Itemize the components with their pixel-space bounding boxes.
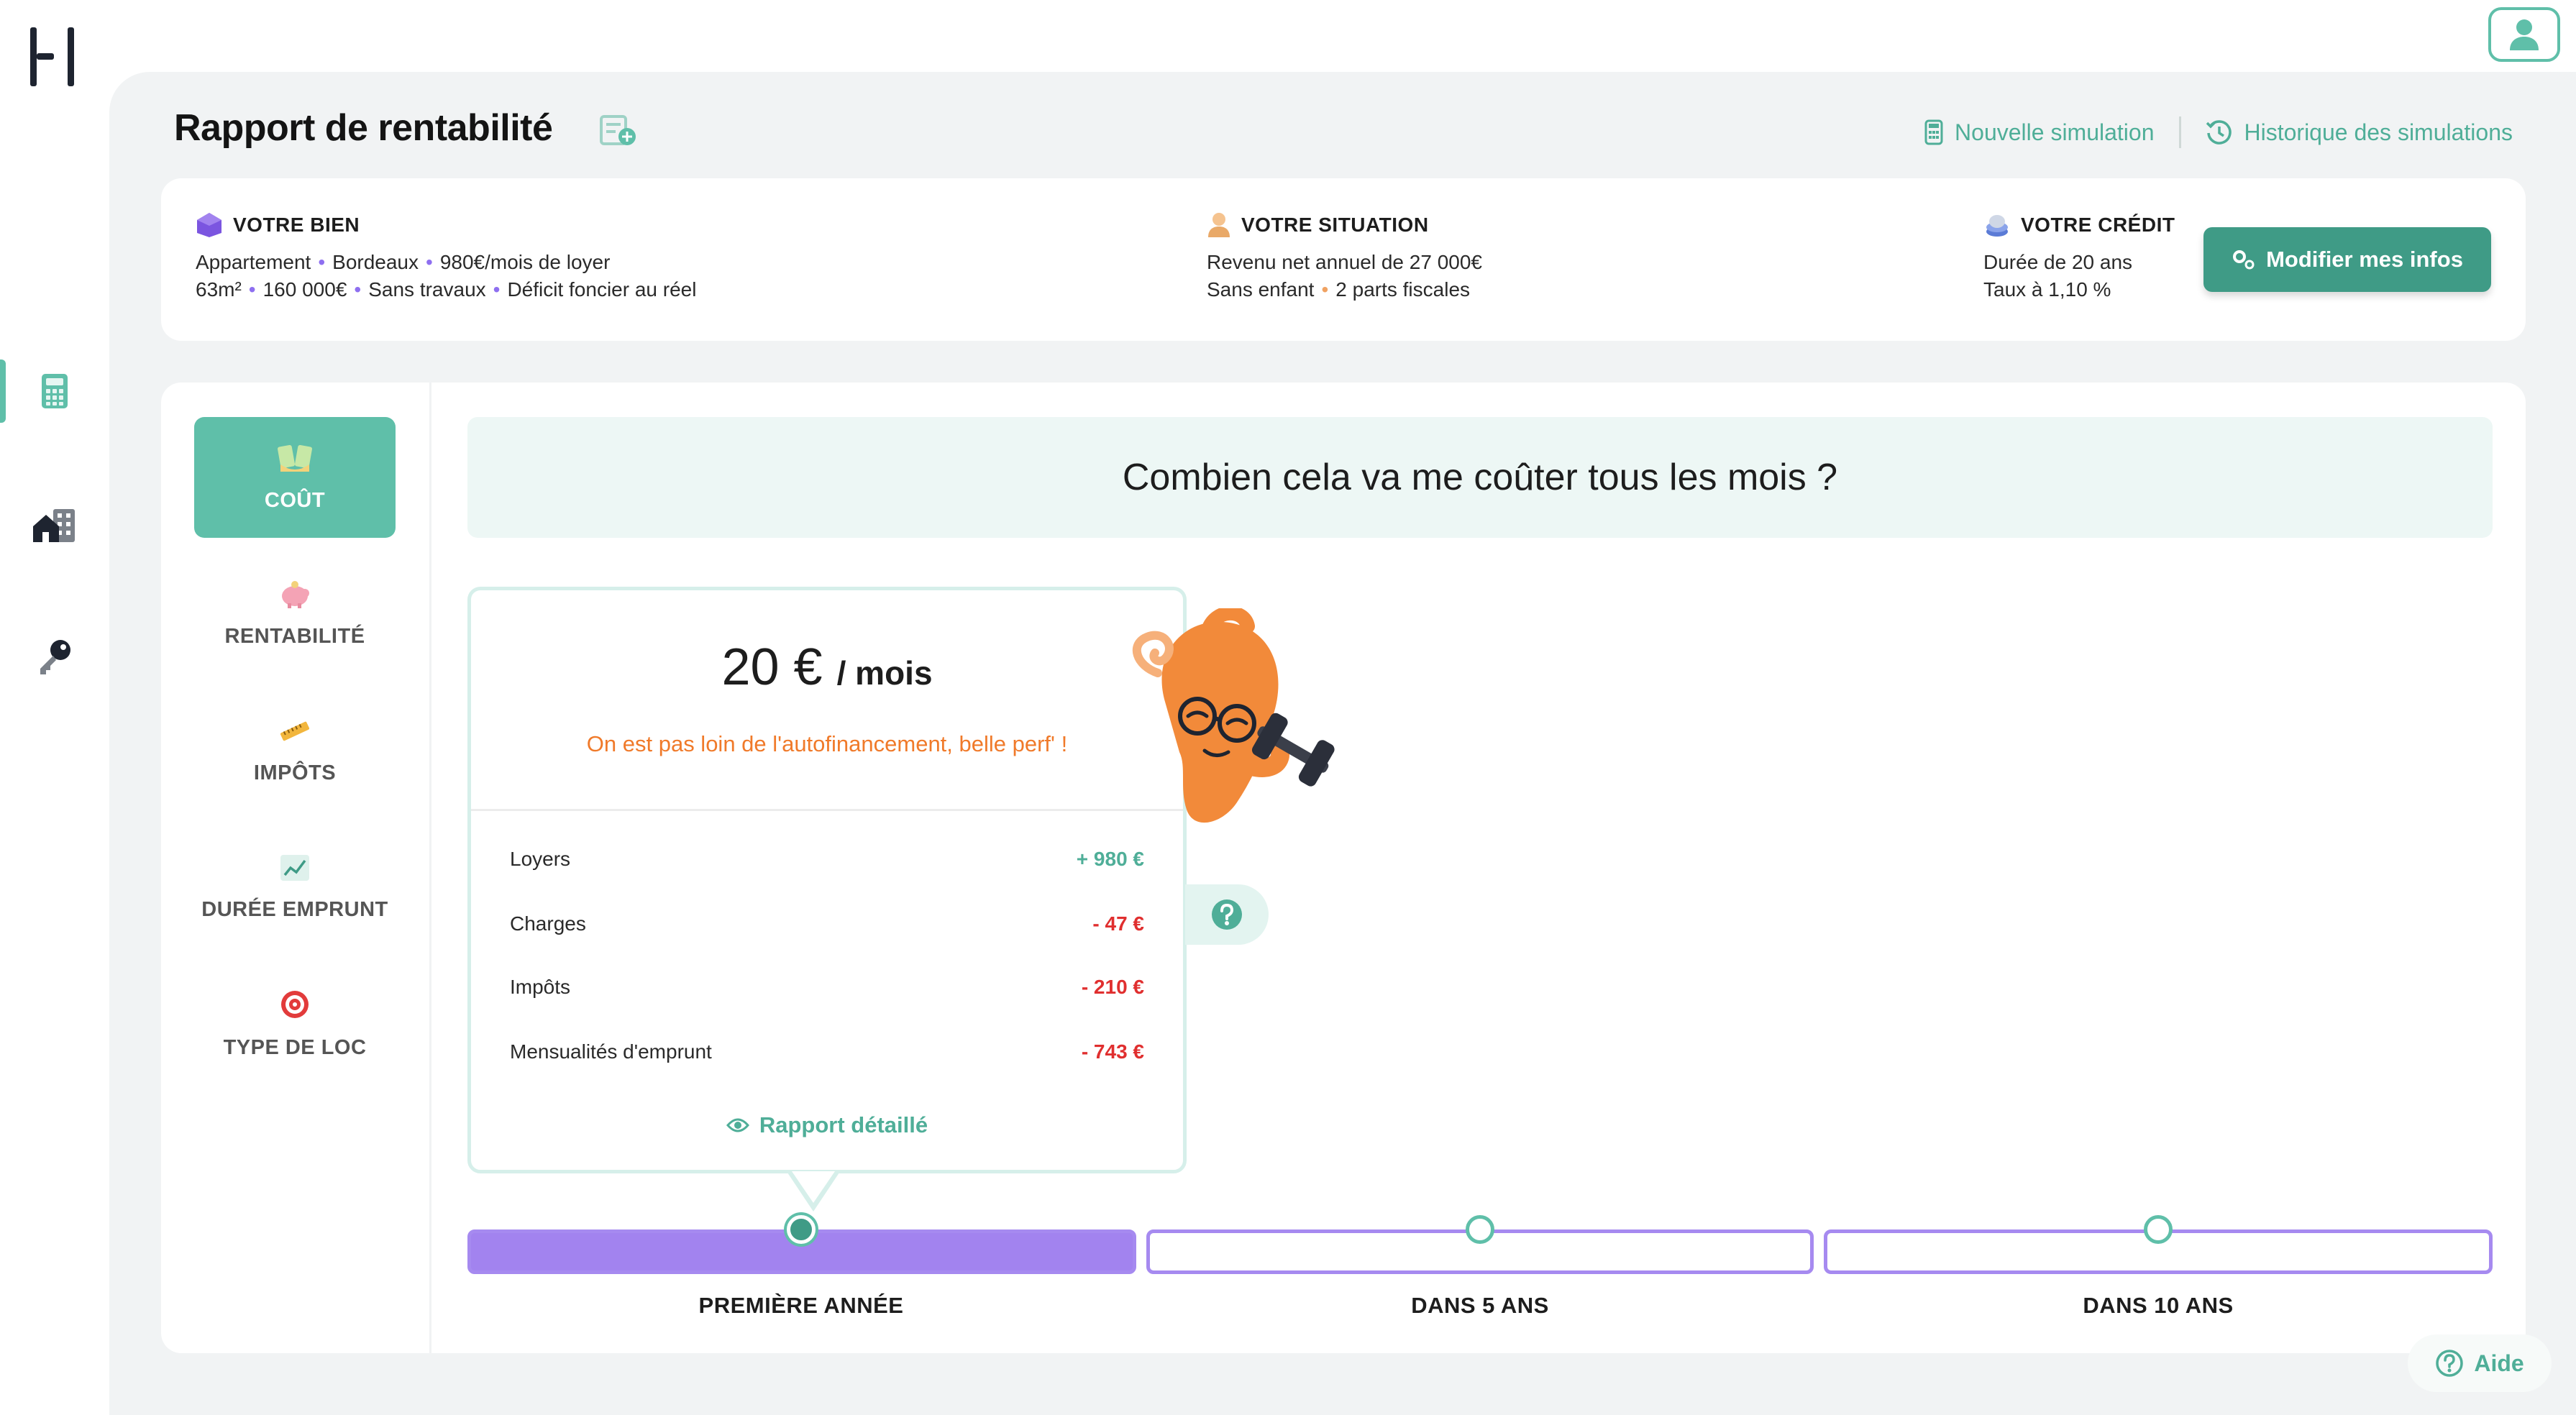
modify-info-button[interactable]: Modifier mes infos [2203,227,2491,292]
cost-row-label: Loyers [510,848,571,870]
user-icon [2510,19,2539,50]
app-logo[interactable] [27,26,78,88]
cost-row-label: Mensualités d'emprunt [510,1040,712,1063]
credit-rate: Taux à 1,10 % [1983,278,2111,301]
buildings-icon [33,509,75,542]
person-icon [1208,213,1230,237]
timeline-label-year1[interactable]: PREMIÈRE ANNÉE [698,1293,904,1318]
eye-icon [726,1118,749,1132]
header-links: Nouvelle simulation Historique des simul… [1924,116,2513,148]
section-nav: COÛT RENTABILITÉ IMPÔTS DURÉE EMPRUNT [161,383,431,1353]
property-surface: 63m² [196,278,242,301]
simulation-history-link[interactable]: Historique des simulations [2206,119,2513,146]
property-line-1: AppartementBordeaux980€/mois de loyer [196,249,696,276]
cost-row-label: Impôts [510,976,571,998]
tab-rentabilite-label: RENTABILITÉ [224,624,365,648]
money-icon [278,444,312,472]
calculator-icon [1924,119,1943,145]
situation-tax-shares: 2 parts fiscales [1314,278,1470,301]
sidebar-item-properties[interactable] [0,490,109,559]
property-price: 160 000€ [242,278,347,301]
tab-duree-emprunt-label: DURÉE EMPRUNT [201,897,388,921]
cost-row-label: Charges [510,912,586,935]
property-tax-regime: Déficit foncier au réel [486,278,697,301]
history-icon [2206,120,2232,145]
ruler-icon [280,721,310,741]
left-rail [0,0,109,1415]
divider [471,809,1183,811]
key-icon [40,640,70,674]
monthly-cost-card: 20 € / mois On est pas loin de l'autofin… [467,587,1187,1212]
cost-row-mensualites: Mensualités d'emprunt - 743 € [510,1040,1144,1063]
tab-type-de-loc[interactable]: TYPE DE LOC [194,963,396,1084]
detailed-report-label: Rapport détaillé [759,1112,928,1137]
tab-duree-emprunt[interactable]: DURÉE EMPRUNT [194,827,396,948]
credit-duration: Durée de 20 ans [1983,251,2133,273]
cost-unit: / mois [836,654,933,692]
new-simulation-link[interactable]: Nouvelle simulation [1924,119,2155,146]
info-summary-card: VOTRE BIEN AppartementBordeaux980€/mois … [161,178,2526,341]
cost-row-value: - 47 € [1092,912,1144,935]
sidebar-item-keys[interactable] [0,623,109,692]
situation-title: VOTRE SITUATION [1241,214,1429,236]
target-icon [281,990,309,1018]
property-info: VOTRE BIEN AppartementBordeaux980€/mois … [196,211,696,303]
tab-cout-label: COÛT [264,488,326,512]
property-line-2: 63m²160 000€Sans travauxDéficit foncier … [196,276,696,303]
detailed-report-link[interactable]: Rapport détaillé [471,1112,1183,1138]
modify-info-label: Modifier mes infos [2266,247,2463,272]
property-title: VOTRE BIEN [233,214,360,236]
cost-row-loyers: Loyers + 980 € [510,848,1144,871]
section-question: Combien cela va me coûter tous les mois … [467,417,2493,538]
tab-cout[interactable]: COÛT [194,417,396,538]
new-simulation-label: Nouvelle simulation [1955,119,2155,145]
credit-info: VOTRE CRÉDIT Durée de 20 ans Taux à 1,10… [1983,211,2175,303]
credit-title: VOTRE CRÉDIT [2021,214,2175,236]
help-label: Aide [2474,1350,2524,1376]
cost-row-value: - 743 € [1081,1040,1144,1063]
cost-amount: 20 € [721,638,823,696]
cost-row-impots: Impôts - 210 € [510,976,1144,999]
calculator-icon [42,374,68,408]
simulation-history-label: Historique des simulations [2244,119,2513,145]
piggy-bank-icon [282,580,309,608]
situation-children: Sans enfant [1207,278,1315,301]
cost-row-charges: Charges - 47 € [510,912,1144,935]
property-rent: 980€/mois de loyer [419,251,610,273]
help-bubble-button[interactable] [1185,884,1269,945]
timeline-label-5-years[interactable]: DANS 5 ANS [1411,1293,1549,1318]
timeline-marker-year1[interactable] [787,1215,816,1244]
coins-icon [1986,215,2008,237]
situation-income: Revenu net annuel de 27 000€ [1207,251,1482,273]
page-title: Rapport de rentabilité [174,107,553,149]
question-circle-icon [2436,1350,2464,1377]
chart-up-icon [280,854,309,881]
monthly-cost-value: 20 € / mois [471,638,1183,697]
sidebar-item-simulations[interactable] [0,357,109,426]
tab-type-de-loc-label: TYPE DE LOC [223,1035,367,1059]
tab-impots-label: IMPÔTS [253,761,337,784]
user-menu-button[interactable] [2488,7,2560,62]
property-works: Sans travaux [347,278,485,301]
timeline-marker-10-years[interactable] [2144,1215,2173,1244]
cost-row-value: - 210 € [1081,976,1144,998]
add-document-icon[interactable] [600,112,639,148]
tab-rentabilite[interactable]: RENTABILITÉ [194,554,396,674]
card-pointer-inner [792,1171,835,1203]
situation-info: VOTRE SITUATION Revenu net annuel de 27 … [1207,211,1482,303]
settings-icon [2233,250,2255,270]
property-type: Appartement [196,251,311,273]
help-button[interactable]: Aide [2408,1334,2552,1392]
timeline-marker-5-years[interactable] [1466,1215,1494,1244]
situation-line-2: Sans enfant2 parts fiscales [1207,276,1482,303]
cost-message: On est pas loin de l'autofinancement, be… [586,731,1068,756]
cost-row-value: + 980 € [1076,848,1144,870]
link-separator [2178,116,2181,148]
octopus-mascot-image [1132,608,1335,823]
house-icon [197,213,221,237]
tab-impots[interactable]: IMPÔTS [194,690,396,811]
question-icon [1212,899,1242,930]
property-city: Bordeaux [311,251,419,273]
timeline-label-10-years[interactable]: DANS 10 ANS [2083,1293,2234,1318]
